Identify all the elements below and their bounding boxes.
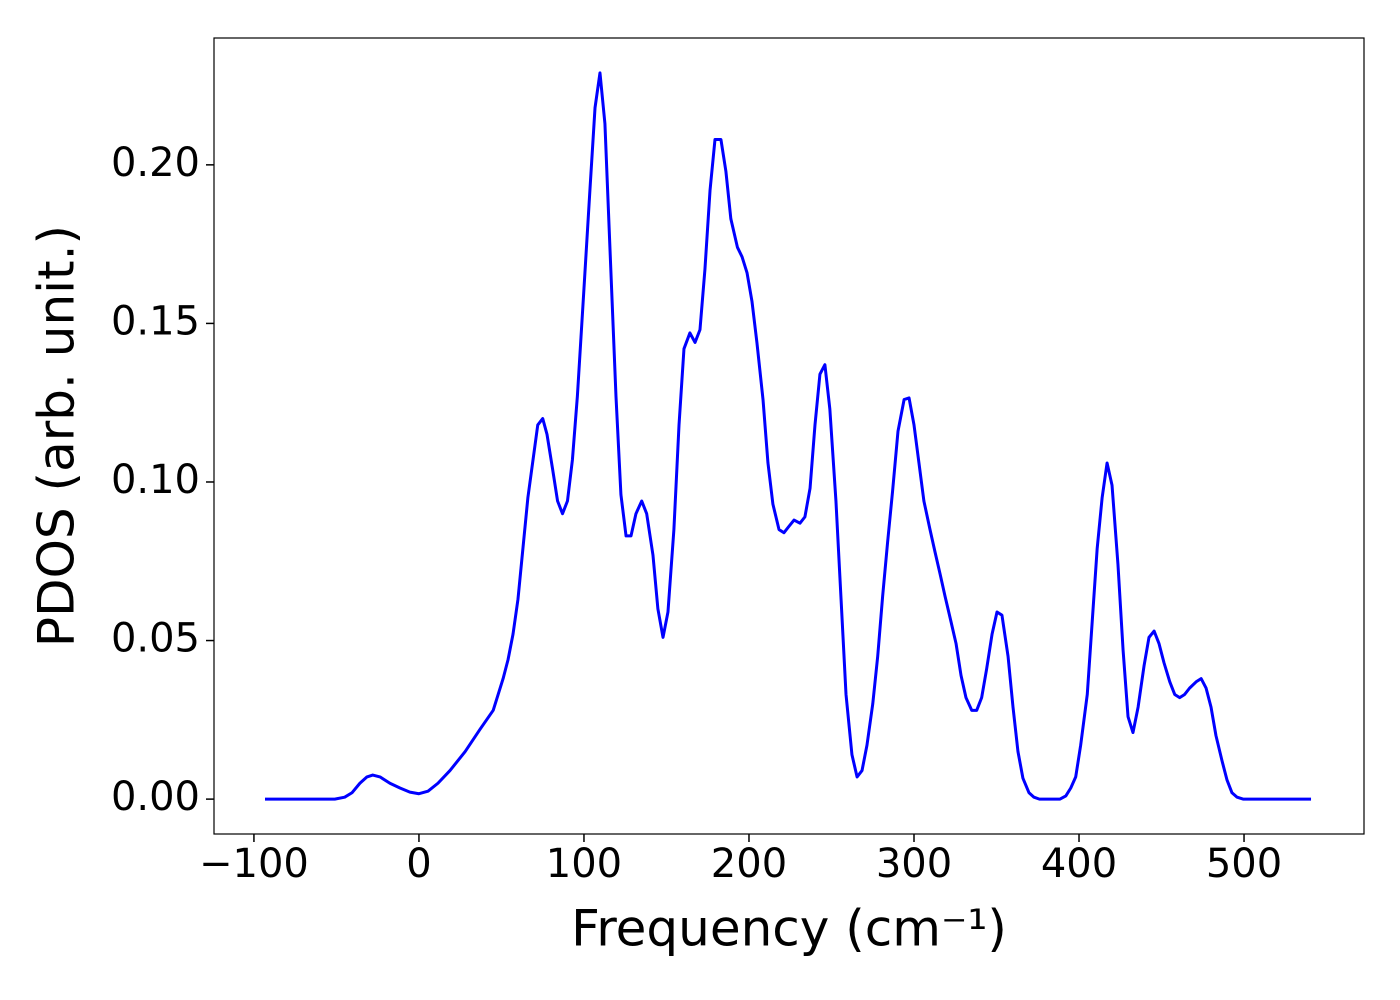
y-tick-label: 0.05 xyxy=(111,616,200,662)
plot-frame xyxy=(213,37,1365,835)
x-tick-label: 500 xyxy=(1206,841,1282,887)
x-tick-label: 100 xyxy=(546,841,622,887)
x-tick-label: 300 xyxy=(876,841,952,887)
y-axis-label: PDOS (arb. unit.) xyxy=(28,225,86,647)
x-axis-label: Frequency (cm⁻¹) xyxy=(571,900,1007,958)
y-tick-label: 0.00 xyxy=(111,774,200,820)
x-tick-label: 400 xyxy=(1041,841,1117,887)
y-tick-label: 0.10 xyxy=(111,457,200,503)
x-tick-label: 0 xyxy=(406,841,431,887)
y-tick-label: 0.15 xyxy=(111,298,200,344)
x-tick-label: −100 xyxy=(199,841,309,887)
data-line xyxy=(264,71,1312,801)
x-tick-label: 200 xyxy=(711,841,787,887)
y-tick-label: 0.20 xyxy=(111,140,200,186)
